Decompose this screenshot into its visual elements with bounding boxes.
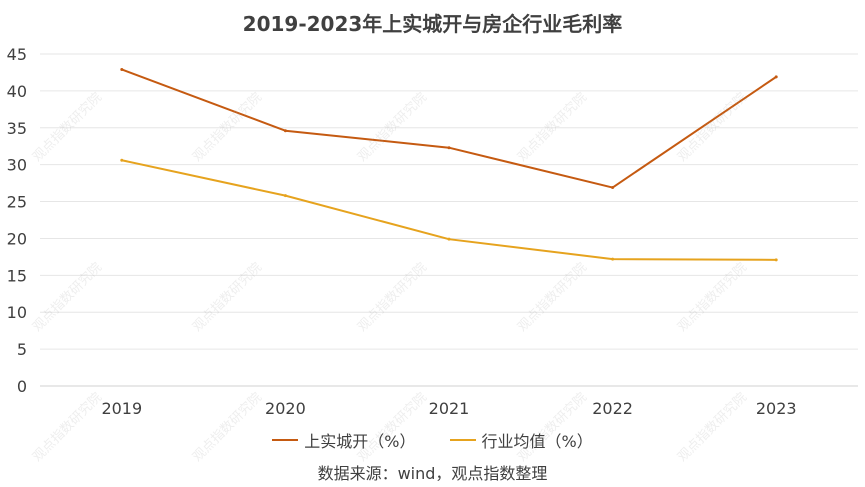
legend-item-series-1: 行业均值（%）	[449, 428, 593, 452]
y-tick-label-20: 20	[7, 229, 27, 248]
y-tick-label-25: 25	[7, 193, 27, 212]
data-point-0-4	[774, 75, 778, 79]
legend-swatch-series-1	[449, 439, 476, 441]
series-line-1	[121, 159, 777, 261]
y-tick-label-5: 5	[17, 340, 27, 359]
y-tick-label-40: 40	[7, 82, 27, 101]
watermark-text: 观点指数研究院	[30, 260, 105, 335]
data-point-1-1	[283, 194, 287, 198]
data-point-1-4	[774, 258, 778, 262]
x-tick-label-2020: 2020	[265, 399, 306, 418]
data-point-0-3	[611, 186, 615, 190]
data-point-1-2	[447, 237, 451, 241]
source-note: 数据来源：wind，观点指数整理	[317, 464, 548, 483]
y-tick-label-10: 10	[7, 303, 27, 322]
y-tick-label-15: 15	[7, 266, 27, 285]
watermark-text: 观点指数研究院	[355, 260, 430, 335]
data-point-0-2	[447, 146, 451, 150]
legend-label-series-1: 行业均值（%）	[481, 432, 593, 451]
data-point-0-1	[283, 129, 287, 133]
x-tick-label-2019: 2019	[101, 399, 142, 418]
legend-swatch-series-0	[272, 439, 299, 441]
watermark-text: 观点指数研究院	[515, 260, 590, 335]
y-tick-label-45: 45	[7, 45, 27, 64]
x-tick-label-2023: 2023	[756, 399, 797, 418]
legend-label-series-0: 上实城开（%）	[304, 432, 416, 451]
y-tick-label-30: 30	[7, 156, 27, 175]
legend-item-series-0: 上实城开（%）	[272, 428, 416, 452]
y-tick-label-0: 0	[17, 377, 27, 396]
x-tick-label-2022: 2022	[592, 399, 633, 418]
watermark-text: 观点指数研究院	[675, 260, 750, 335]
y-tick-label-35: 35	[7, 119, 27, 138]
watermark-text: 观点指数研究院	[190, 260, 265, 335]
data-point-0-0	[120, 67, 124, 71]
x-tick-label-2021: 2021	[429, 399, 470, 418]
data-point-1-0	[120, 158, 124, 162]
data-point-1-3	[611, 257, 615, 261]
chart-legend: 上实城开（%） 行业均值（%）	[0, 428, 865, 452]
chart-title: 2019-2023年上实城开与房企行业毛利率	[242, 12, 623, 36]
